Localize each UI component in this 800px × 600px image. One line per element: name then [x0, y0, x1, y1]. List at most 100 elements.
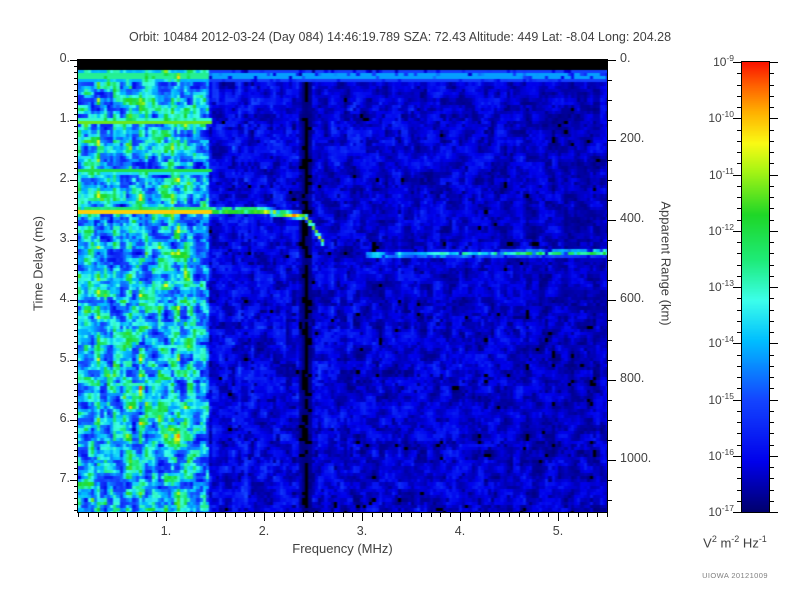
y-tick-minor	[74, 504, 78, 505]
y-tick-minor	[74, 90, 78, 91]
x-tick-minor	[333, 513, 334, 517]
y-tick-minor	[74, 156, 78, 157]
colorbar-tick-minor-left	[737, 73, 742, 74]
x-tick-minor	[117, 513, 118, 517]
x-tick-minor	[421, 513, 422, 517]
x-tick-minor	[529, 513, 530, 517]
colorbar-tick-minor-right	[769, 478, 774, 479]
y-tick-minor	[74, 492, 78, 493]
x-tick-minor	[205, 513, 206, 517]
x-tick-minor	[499, 513, 500, 517]
x-tick-minor	[294, 513, 295, 517]
y-tick-minor	[74, 372, 78, 373]
header-text: Orbit: 10484 2012-03-24 (Day 084) 14:46:…	[128, 30, 672, 44]
x-tick-minor	[568, 513, 569, 517]
y-tick-minor	[74, 84, 78, 85]
colorbar-tick-label: 10-10	[708, 109, 734, 125]
y-tick-minor	[74, 252, 78, 253]
y-tick-minor	[74, 108, 78, 109]
x-tick-major	[362, 513, 363, 521]
y2-tick-minor	[608, 100, 612, 101]
colorbar-tick-label: 10-16	[708, 447, 734, 463]
y-tick-minor	[74, 264, 78, 265]
x-tick-minor	[215, 513, 216, 517]
colorbar-tick-minor-left	[737, 85, 742, 86]
x-tick-minor	[411, 513, 412, 517]
y-tick-minor	[74, 96, 78, 97]
y-tick-major	[70, 480, 78, 481]
x-tick-minor	[156, 513, 157, 517]
x-tick-minor	[127, 513, 128, 517]
y-tick-minor	[74, 204, 78, 205]
x-tick-minor	[538, 513, 539, 517]
x-tick-minor	[607, 513, 608, 517]
y-tick-minor	[74, 216, 78, 217]
y-tick-label: 6.	[59, 411, 70, 425]
colorbar-tick-minor-left	[737, 355, 742, 356]
x-tick-minor	[480, 513, 481, 517]
y-tick-minor	[74, 138, 78, 139]
y-tick-minor	[74, 150, 78, 151]
x-axis-title: Frequency (MHz)	[292, 541, 393, 556]
colorbar-tick-minor-left	[737, 321, 742, 322]
colorbar-tick-right	[769, 175, 778, 176]
colorbar-tick-label: 10-15	[708, 391, 734, 407]
y-tick-minor	[74, 114, 78, 115]
y-tick-minor	[74, 228, 78, 229]
colorbar-tick-minor-right	[769, 366, 774, 367]
y-tick-label: 3.	[59, 231, 70, 245]
colorbar-tick-left	[733, 456, 742, 457]
x-tick-minor	[176, 513, 177, 517]
colorbar-tick-minor-right	[769, 377, 774, 378]
y2-tick-minor	[608, 180, 612, 181]
y-tick-minor	[74, 198, 78, 199]
y2-tick-major	[608, 460, 616, 461]
y-tick-minor	[74, 276, 78, 277]
y-tick-minor	[74, 132, 78, 133]
colorbar-tick-minor-left	[737, 141, 742, 142]
colorbar-tick-right	[769, 118, 778, 119]
y-tick-minor	[74, 126, 78, 127]
x-tick-major	[264, 513, 265, 521]
y-tick-minor	[74, 66, 78, 67]
colorbar-tick-minor-right	[769, 107, 774, 108]
colorbar-tick-minor-left	[737, 310, 742, 311]
y-tick-label: 4.	[59, 291, 70, 305]
y2-tick-minor	[608, 200, 612, 201]
x-tick-minor	[147, 513, 148, 517]
colorbar-tick-label: 10-13	[708, 278, 734, 294]
y2-tick-minor	[608, 420, 612, 421]
colorbar-tick-minor-left	[737, 478, 742, 479]
x-tick-minor	[382, 513, 383, 517]
x-tick-minor	[196, 513, 197, 517]
x-tick-label: 5.	[552, 524, 564, 538]
colorbar-tick-minor-left	[737, 130, 742, 131]
x-tick-minor	[440, 513, 441, 517]
colorbar-tick-minor-right	[769, 298, 774, 299]
colorbar-tick-left	[733, 343, 742, 344]
colorbar-tick-left	[733, 175, 742, 176]
colorbar-tick-left	[733, 118, 742, 119]
x-tick-minor	[352, 513, 353, 517]
y-tick-minor	[74, 162, 78, 163]
x-tick-minor	[98, 513, 99, 517]
y-tick-minor	[74, 390, 78, 391]
colorbar-tick-minor-right	[769, 388, 774, 389]
y-tick-minor	[74, 450, 78, 451]
colorbar-tick-label: 10-12	[708, 222, 734, 238]
colorbar-tick-right	[769, 62, 778, 63]
colorbar-tick-minor-left	[737, 467, 742, 468]
x-tick-minor	[235, 513, 236, 517]
colorbar-frame-right	[769, 61, 770, 513]
y2-tick-label: 800.	[620, 371, 645, 385]
colorbar-tick-minor-right	[769, 321, 774, 322]
colorbar-tick-minor-right	[769, 208, 774, 209]
y-tick-major	[70, 360, 78, 361]
colorbar-tick-minor-left	[737, 377, 742, 378]
colorbar-tick-minor-left	[737, 445, 742, 446]
colorbar-tick-label: 10-14	[708, 334, 734, 350]
y-tick-minor	[74, 324, 78, 325]
y-tick-minor	[74, 270, 78, 271]
